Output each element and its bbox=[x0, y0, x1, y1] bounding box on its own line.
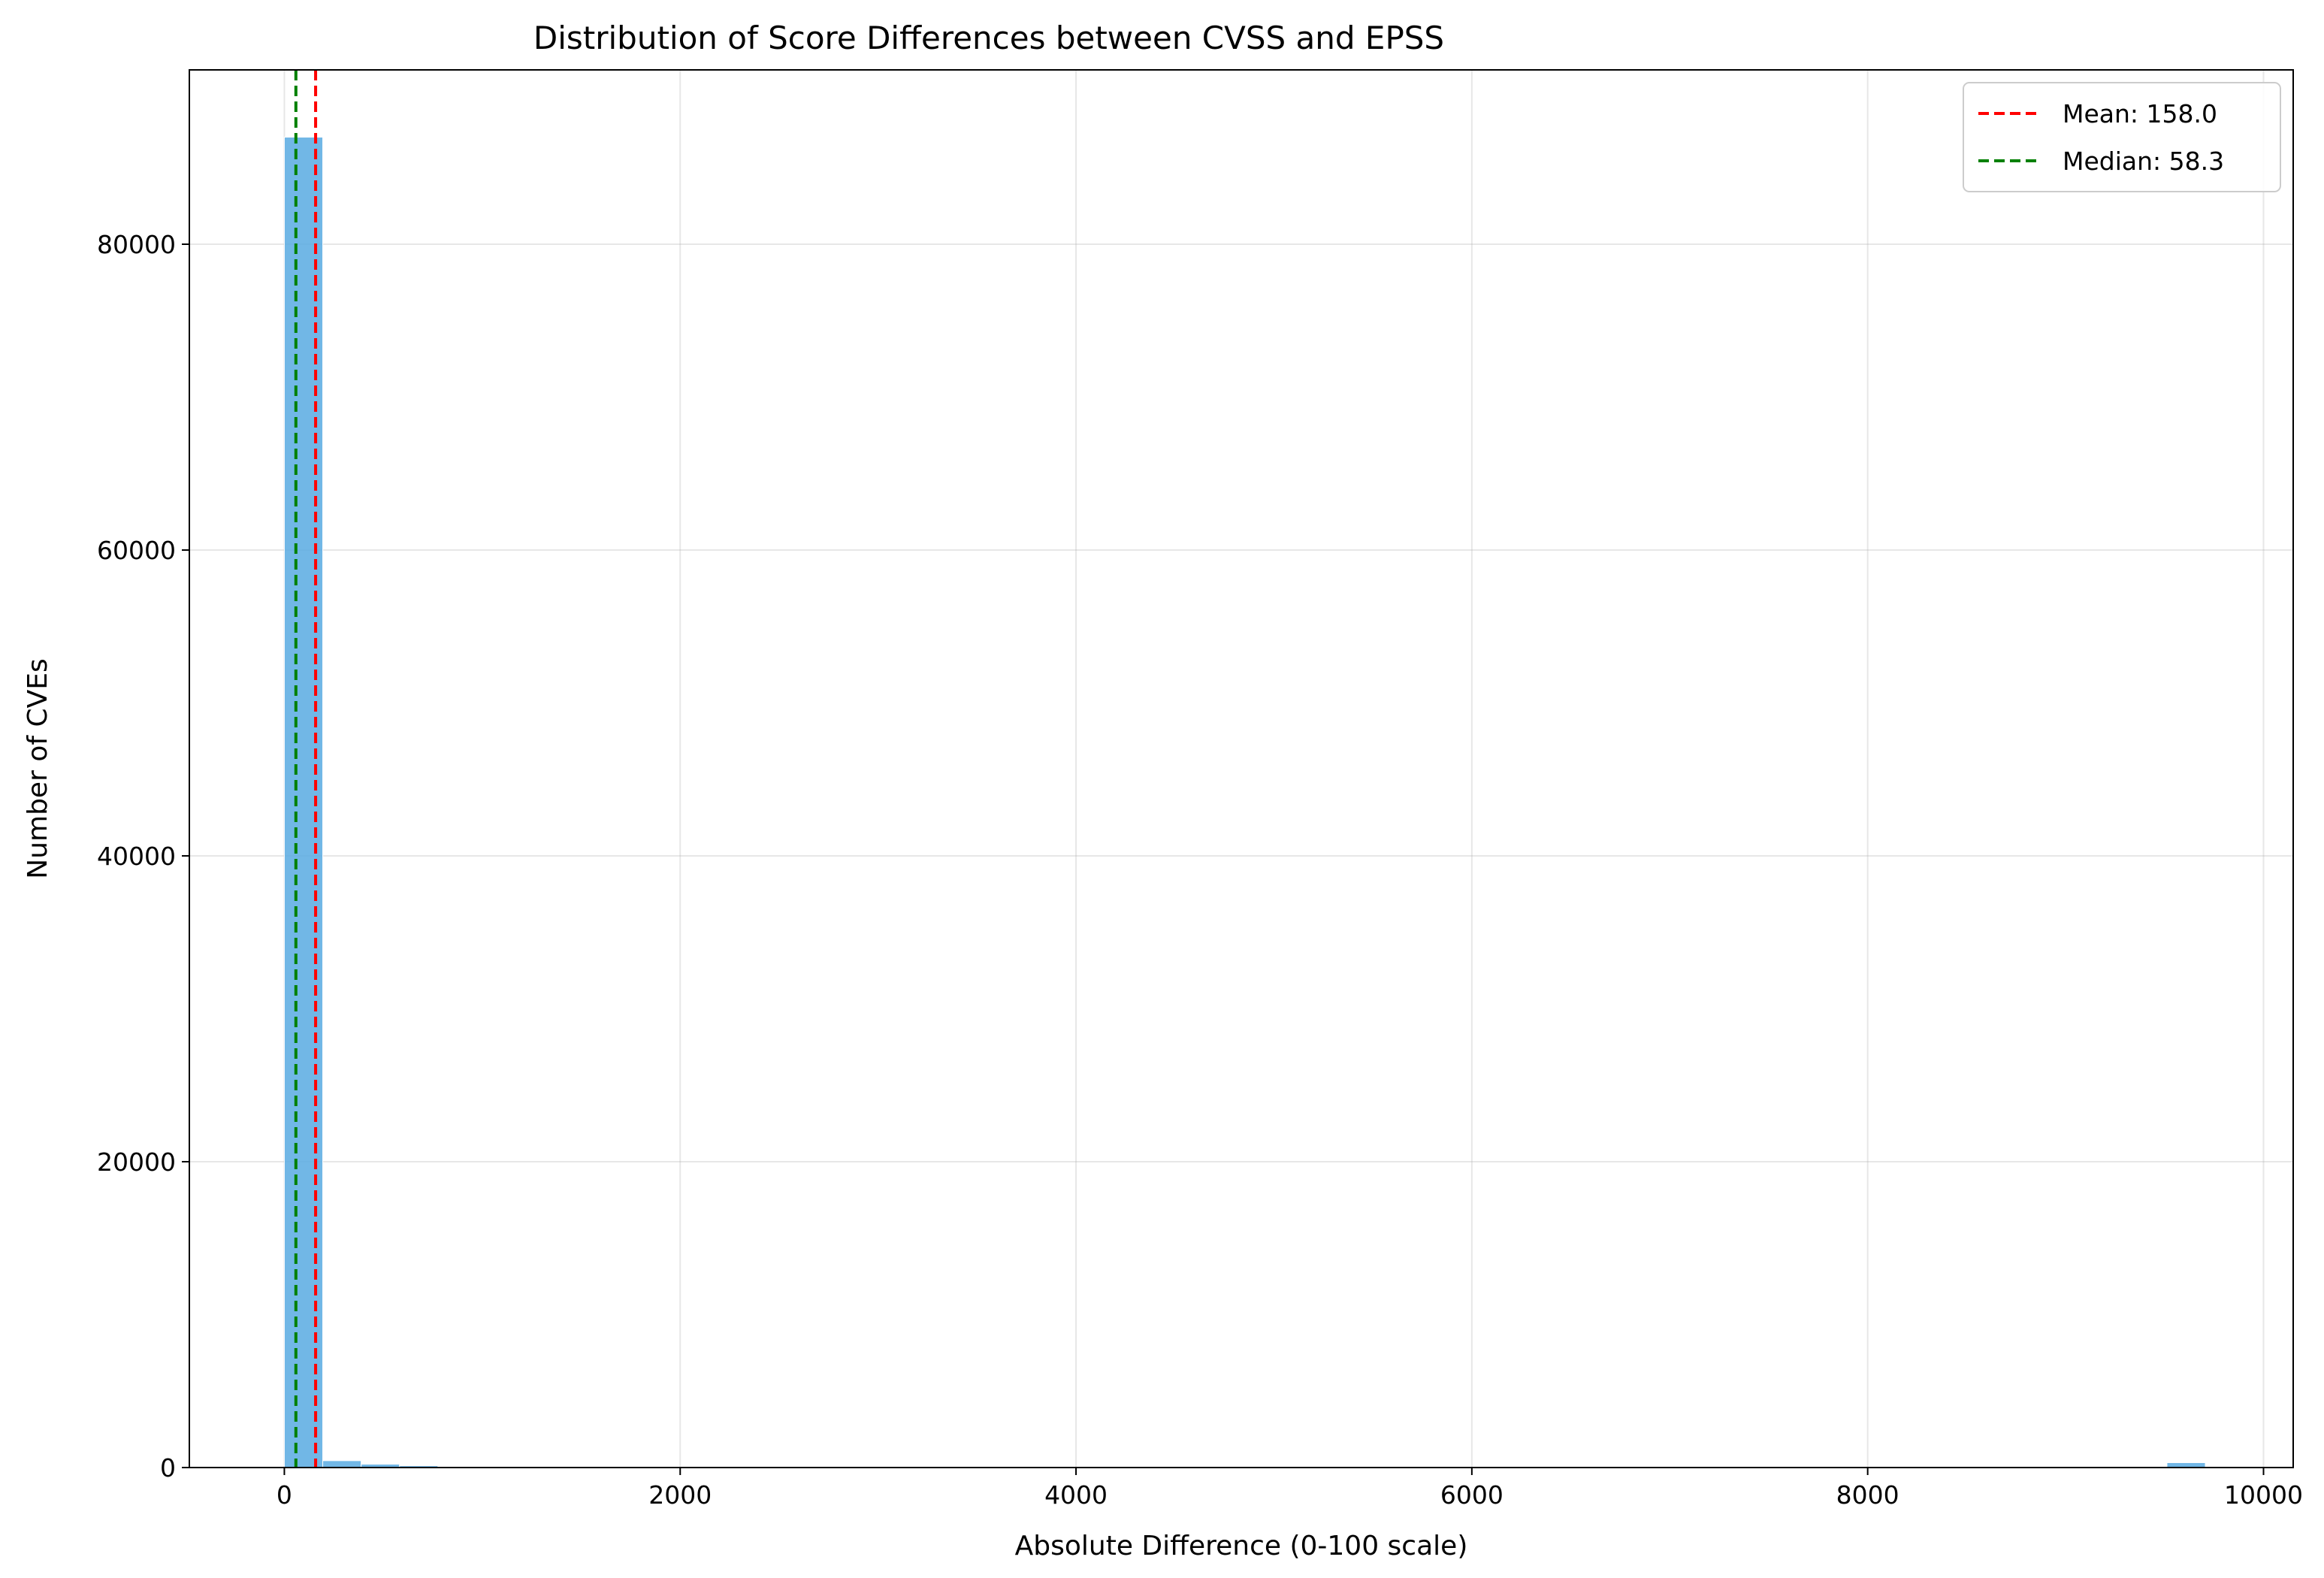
x-tick-label: 4000 bbox=[1044, 1480, 1108, 1510]
x-tick-label: 8000 bbox=[1836, 1480, 1899, 1510]
legend-box bbox=[1963, 82, 2281, 192]
y-tick-label: 60000 bbox=[97, 536, 176, 565]
y-tick-label: 40000 bbox=[97, 842, 176, 871]
chart-title: Distribution of Score Differences betwee… bbox=[533, 20, 1444, 56]
legend: Mean: 158.0 Median: 58.3 bbox=[1963, 82, 2281, 192]
y-tick-label: 20000 bbox=[97, 1147, 176, 1177]
x-axis-ticks: 0 2000 4000 6000 8000 10000 bbox=[277, 1468, 2303, 1510]
legend-median-label: Median: 58.3 bbox=[2063, 147, 2224, 176]
y-axis-ticks: 0 20000 40000 60000 80000 bbox=[97, 230, 189, 1483]
x-tick-label: 0 bbox=[277, 1480, 292, 1510]
reference-lines bbox=[294, 70, 318, 1468]
x-tick-label: 6000 bbox=[1440, 1480, 1503, 1510]
y-tick-label: 80000 bbox=[97, 230, 176, 259]
legend-mean-label: Mean: 158.0 bbox=[2063, 99, 2217, 128]
y-axis-title: Number of CVEs bbox=[23, 658, 53, 878]
x-axis-title: Absolute Difference (0-100 scale) bbox=[1015, 1531, 1468, 1561]
plot-frame bbox=[189, 69, 2294, 1468]
y-tick-label: 0 bbox=[160, 1453, 176, 1483]
histogram-bar bbox=[322, 1460, 362, 1468]
x-tick-label: 2000 bbox=[648, 1480, 712, 1510]
x-tick-label: 10000 bbox=[2224, 1480, 2303, 1510]
